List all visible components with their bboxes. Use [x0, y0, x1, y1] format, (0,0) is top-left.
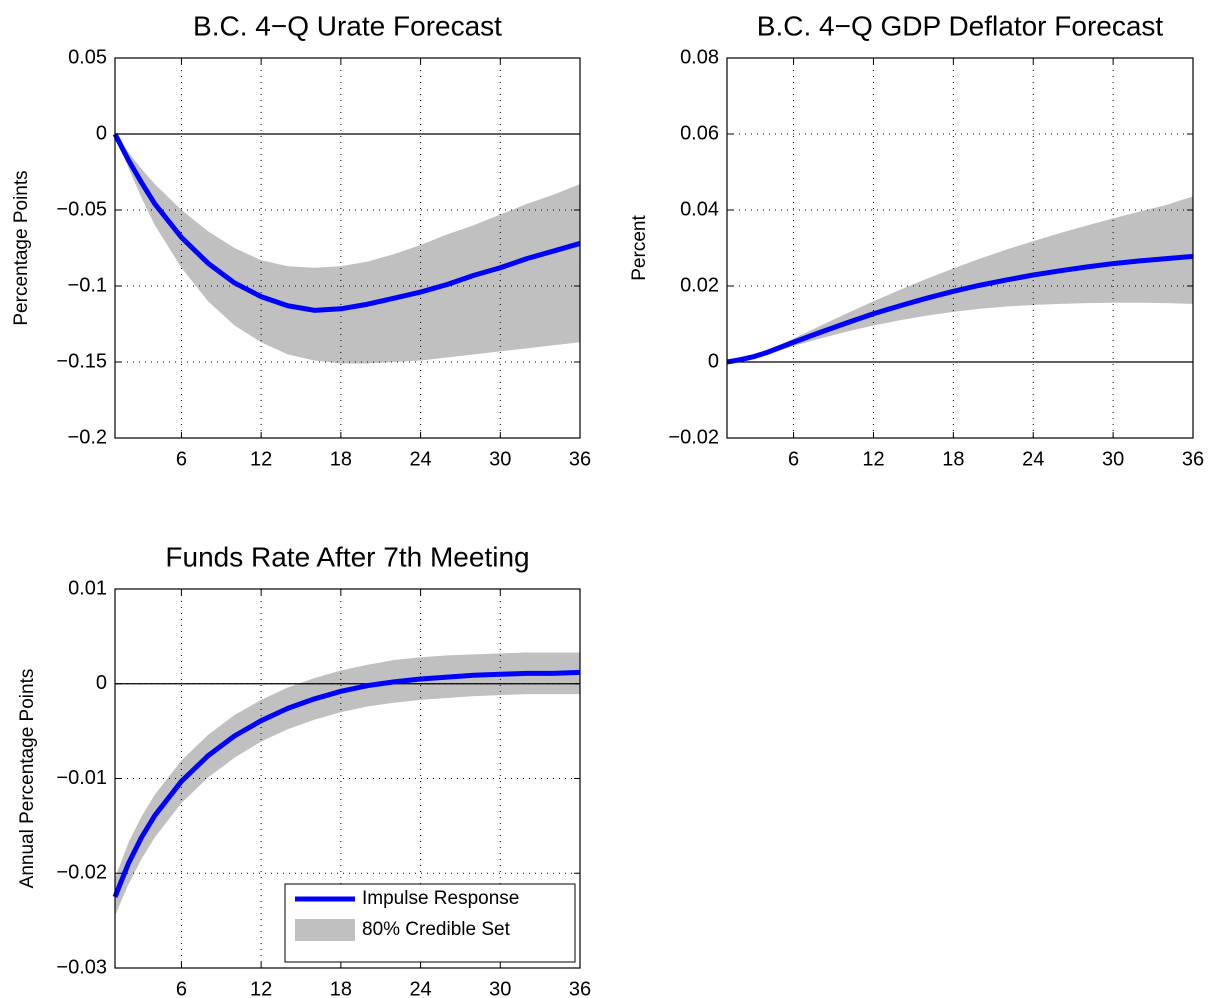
x-tick-label: 6	[176, 448, 187, 470]
legend-label: Impulse Response	[362, 888, 519, 909]
y-tick-label: 0.05	[68, 46, 107, 68]
y-tick-label: −0.02	[668, 426, 719, 448]
subplot: 6 12 18 24 30 36 −0.2 −0.15 −0.1 −0.05 0 0.05 B.C. 4…	[11, 10, 591, 470]
x-tick-label: 24	[409, 448, 431, 470]
y-tick-label: 0.08	[680, 46, 719, 68]
x-tick-label: 30	[489, 448, 511, 470]
x-tick-label: 6	[788, 448, 799, 470]
axes-box	[726, 57, 1194, 439]
axes-box	[114, 588, 581, 969]
y-tick-label: −0.2	[68, 426, 107, 448]
x-tick-label: 6	[176, 978, 187, 998]
legend-swatch	[295, 919, 355, 941]
y-tick-label: 0.01	[68, 577, 107, 599]
legend: Impulse Response 80% Credible Set	[284, 883, 576, 963]
x-tick-label: 30	[489, 978, 511, 998]
credible-band	[727, 196, 1193, 362]
x-tick-label: 12	[250, 978, 272, 998]
chart-title: B.C. 4−Q Urate Forecast	[193, 10, 502, 41]
y-tick-label: −0.1	[68, 274, 107, 296]
x-tick-label: 12	[250, 448, 272, 470]
y-tick-label: −0.05	[56, 198, 107, 220]
y-tick-label: 0.06	[680, 122, 719, 144]
y-axis-label: Annual Percentage Points	[17, 669, 38, 889]
impulse-line	[112, 132, 581, 313]
x-tick-label: 18	[330, 978, 352, 998]
y-tick-label: −0.15	[56, 350, 107, 372]
y-axis-label: Percentage Points	[11, 170, 32, 325]
x-tick-label: 36	[569, 978, 591, 998]
chart-title: B.C. 4−Q GDP Deflator Forecast	[757, 10, 1164, 41]
y-tick-label: 0	[96, 672, 107, 694]
y-tick-label: 0	[708, 350, 719, 372]
impulse-line	[112, 669, 581, 898]
credible-band	[115, 652, 580, 916]
x-tick-label: 30	[1102, 448, 1124, 470]
credible-band	[115, 134, 580, 364]
x-tick-label: 12	[862, 448, 884, 470]
y-tick-label: −0.03	[56, 956, 107, 978]
subplot: 6 12 18 24 30 36 −0.02 0 0.02 0.04 0.06 0.08 B.C. 4−…	[629, 10, 1204, 470]
chart-title: Funds Rate After 7th Meeting	[165, 541, 529, 572]
x-tick-label: 36	[569, 448, 591, 470]
subplot: 6 12 18 24 30 36 −0.03 −0.02 −0.01 0 0.01 Funds Rat…	[17, 541, 591, 998]
x-tick-label: 18	[330, 448, 352, 470]
y-tick-label: 0	[96, 122, 107, 144]
y-tick-label: −0.01	[56, 767, 107, 789]
x-tick-label: 24	[1022, 448, 1044, 470]
axes-box	[114, 57, 581, 439]
x-tick-label: 24	[409, 978, 431, 998]
y-tick-label: −0.02	[56, 862, 107, 884]
x-tick-label: 36	[1182, 448, 1204, 470]
y-tick-label: 0.04	[680, 198, 719, 220]
x-tick-label: 18	[942, 448, 964, 470]
impulse-line	[726, 253, 1194, 365]
legend-label: 80% Credible Set	[362, 919, 511, 940]
y-axis-label: Percent	[629, 215, 650, 281]
y-tick-label: 0.02	[680, 274, 719, 296]
